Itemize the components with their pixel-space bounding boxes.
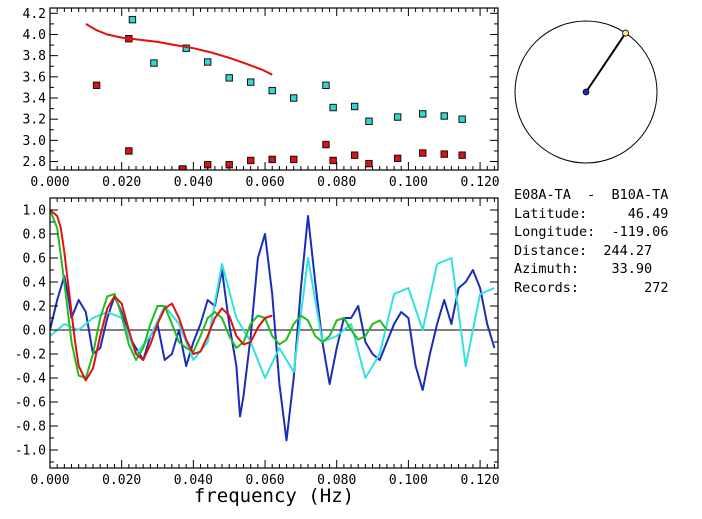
- y-tick-label: 4.2: [23, 7, 46, 22]
- azimuth-value: 33.90: [611, 261, 653, 278]
- y-tick-label: 3.0: [23, 134, 46, 149]
- data-point: [350, 151, 359, 159]
- distance-row: Distance: 244.27: [514, 242, 668, 261]
- x-tick-label: 0.100: [389, 473, 428, 488]
- data-point: [268, 86, 276, 95]
- y-tick-label: 3.6: [23, 70, 46, 85]
- x-axis-label: frequency (Hz): [194, 485, 354, 507]
- x-tick-label: 0.020: [102, 175, 141, 190]
- y-tick-label: -0.6: [15, 396, 46, 411]
- data-point: [150, 59, 158, 67]
- records-label: Records:: [514, 279, 580, 296]
- data-point: [393, 154, 402, 163]
- lower-chart: 0.000 0.020 0.040 0.060 0.080 0.100 0.120 -1.0 -…: [15, 197, 500, 507]
- plot-frame: [49, 7, 499, 171]
- x-tick-label: 0.000: [30, 473, 69, 488]
- dial-end-dot: [622, 29, 629, 37]
- y-tick-label: 1.0: [23, 204, 46, 219]
- data-point: [268, 155, 276, 164]
- data-point: [247, 156, 255, 165]
- azimuth-row: Azimuth: 33.90: [514, 260, 668, 279]
- x-tick-label: 0.040: [174, 175, 213, 190]
- azimuth-label: Azimuth:: [514, 261, 580, 278]
- distance-value: 244.27: [603, 242, 653, 259]
- data-point: [458, 151, 466, 159]
- azimuth-dial: [514, 20, 658, 164]
- data-point: [365, 117, 373, 125]
- station-pair-title: E08A-TA - B10A-TA: [514, 187, 669, 203]
- y-tick-label: 0.4: [23, 276, 47, 291]
- y-tick-label: -0.4: [15, 372, 46, 387]
- y-tick-label: -0.8: [15, 420, 46, 435]
- data-point: [322, 140, 330, 149]
- data-point: [329, 156, 337, 165]
- x-tick-label: 0.000: [30, 175, 69, 190]
- y-tick-label: 0.2: [23, 300, 46, 315]
- data-point: [365, 159, 373, 168]
- x-tick-label: 0.060: [245, 473, 284, 488]
- y-tick-label: 3.8: [23, 49, 46, 64]
- longitude-row: Longitude: -119.06: [514, 223, 668, 242]
- data-point: [203, 58, 212, 66]
- y-tick-label: 3.4: [23, 92, 47, 107]
- latitude-row: Latitude: 46.49: [514, 205, 668, 224]
- y-tick-label: -1.0: [15, 444, 46, 459]
- x-tick-label: 0.120: [461, 175, 500, 190]
- data-point: [329, 103, 337, 112]
- data-point: [393, 113, 402, 121]
- series-line-2: [85, 23, 273, 76]
- dial-circle: [514, 20, 658, 164]
- y-tick-label: 2.8: [23, 155, 46, 170]
- y-tick-label: 0.8: [23, 228, 46, 243]
- data-point: [225, 74, 233, 82]
- longitude-value: -119.06: [611, 224, 669, 241]
- data-point: [458, 115, 466, 123]
- series-line-2: [50, 209, 388, 379]
- data-point: [290, 94, 298, 102]
- y-tick-label: 0.0: [23, 324, 46, 339]
- azimuth-needle: [585, 32, 627, 93]
- data-point: [92, 81, 101, 89]
- longitude-label: Longitude:: [514, 224, 596, 241]
- distance-label: Distance:: [514, 242, 588, 259]
- y-tick-label: 4.0: [23, 28, 46, 43]
- data-point: [290, 155, 298, 164]
- data-point: [247, 78, 255, 86]
- station-info-panel: E08A-TA - B10A-TA Latitude: 46.49 Longitud…: [514, 186, 668, 298]
- y-tick-label: 0.6: [23, 252, 46, 267]
- data-point: [350, 102, 359, 111]
- y-tick-label: 3.2: [23, 113, 46, 128]
- x-tick-label: 0.060: [245, 175, 284, 190]
- series-line-3: [50, 209, 273, 382]
- latitude-label: Latitude:: [514, 205, 588, 222]
- x-tick-label: 0.120: [461, 473, 500, 488]
- records-value: 272: [644, 279, 669, 296]
- data-point: [125, 147, 133, 155]
- x-tick-label: 0.100: [389, 175, 428, 190]
- plot-frame: [49, 197, 499, 469]
- x-tick-label: 0.040: [174, 473, 213, 488]
- x-tick-label: 0.020: [102, 473, 141, 488]
- y-tick-label: -0.2: [15, 348, 46, 363]
- upper-chart: 0.000 0.020 0.040 0.060 0.080 0.100 0.120 2.8 3.…: [23, 7, 500, 190]
- data-point: [419, 149, 427, 157]
- data-point: [128, 15, 137, 24]
- data-point: [440, 150, 448, 158]
- x-tick-label: 0.080: [317, 473, 356, 488]
- data-point: [419, 110, 427, 118]
- data-point: [440, 112, 448, 120]
- records-row: Records: 272: [514, 279, 668, 298]
- dial-center-dot: [582, 88, 590, 96]
- data-point: [322, 81, 330, 89]
- latitude-value: 46.49: [627, 205, 669, 222]
- x-tick-label: 0.080: [317, 175, 356, 190]
